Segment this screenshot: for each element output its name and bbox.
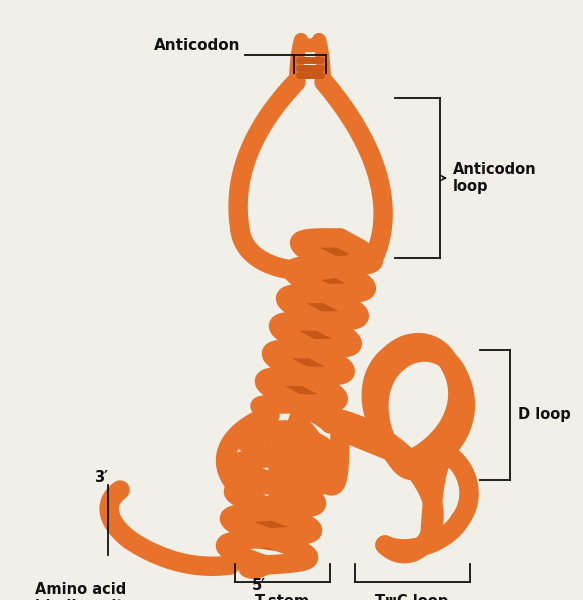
Text: 5′: 5′ <box>252 578 266 593</box>
Text: Anticodon
loop: Anticodon loop <box>453 162 536 194</box>
Text: D loop: D loop <box>518 407 571 422</box>
Text: 3′: 3′ <box>94 470 108 485</box>
Text: TψC loop: TψC loop <box>375 594 449 600</box>
Text: Anticodon: Anticodon <box>153 38 240 53</box>
Text: T-stem: T-stem <box>254 594 310 600</box>
Text: Amino acid
binding site: Amino acid binding site <box>35 582 134 600</box>
